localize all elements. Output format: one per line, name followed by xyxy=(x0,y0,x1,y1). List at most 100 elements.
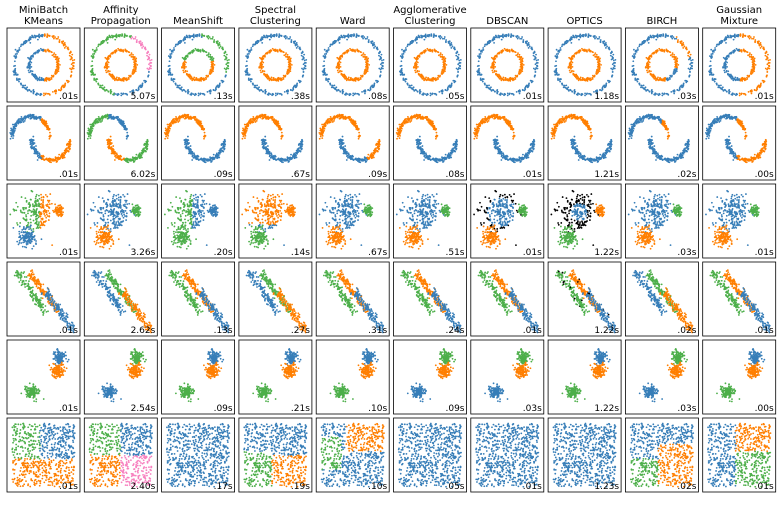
data-point xyxy=(304,64,306,67)
data-point xyxy=(246,57,249,59)
data-point xyxy=(597,60,600,63)
data-point xyxy=(254,84,257,87)
data-point xyxy=(30,117,33,120)
data-point xyxy=(740,50,743,52)
data-point xyxy=(338,38,341,41)
data-point xyxy=(42,48,45,51)
data-point xyxy=(404,49,407,52)
data-point xyxy=(126,34,128,37)
data-point xyxy=(711,74,713,76)
data-point xyxy=(275,35,278,37)
data-point xyxy=(631,73,634,76)
data-point xyxy=(31,115,34,118)
data-point xyxy=(97,43,100,46)
data-point xyxy=(404,80,407,83)
data-point xyxy=(425,76,427,79)
subplot-frame xyxy=(315,27,390,103)
data-point xyxy=(457,63,460,66)
data-point xyxy=(636,49,638,52)
data-point xyxy=(50,50,53,53)
column-title: BIRCH xyxy=(647,16,678,27)
data-point xyxy=(557,77,559,80)
data-point xyxy=(92,57,94,59)
data-point xyxy=(130,53,132,56)
data-point xyxy=(105,88,108,91)
data-point xyxy=(109,36,112,39)
data-point xyxy=(651,75,653,77)
data-point xyxy=(262,55,265,57)
data-point xyxy=(24,84,27,87)
data-point xyxy=(226,64,229,67)
data-point xyxy=(371,84,374,87)
data-point xyxy=(132,37,135,40)
data-point xyxy=(484,83,486,86)
data-point xyxy=(524,87,526,90)
data-point xyxy=(733,33,736,36)
data-point xyxy=(226,61,229,64)
data-point xyxy=(353,79,356,81)
data-point xyxy=(37,116,40,119)
data-point xyxy=(363,90,366,93)
data-point xyxy=(733,50,736,53)
data-point xyxy=(147,71,150,73)
subplot-frame xyxy=(161,27,236,103)
data-point xyxy=(597,37,600,40)
data-point xyxy=(449,86,452,88)
data-point xyxy=(359,78,362,80)
data-point xyxy=(28,88,31,91)
data-point xyxy=(721,40,723,43)
data-point xyxy=(493,57,496,60)
data-point xyxy=(579,33,582,36)
data-point xyxy=(40,77,43,79)
data-point xyxy=(12,126,15,129)
subplot-frame xyxy=(83,27,158,103)
data-point xyxy=(754,41,757,44)
data-point xyxy=(730,35,733,37)
data-point xyxy=(246,72,249,75)
data-point xyxy=(506,92,509,95)
data-point xyxy=(20,43,23,46)
data-point xyxy=(576,35,579,37)
data-point xyxy=(676,57,679,60)
data-point xyxy=(555,48,558,51)
data-point xyxy=(225,74,227,77)
data-point xyxy=(437,78,439,80)
data-point xyxy=(174,45,177,48)
data-point xyxy=(49,134,52,137)
data-point xyxy=(445,63,448,66)
data-point xyxy=(168,60,171,63)
data-point xyxy=(26,65,29,68)
data-point xyxy=(212,88,215,91)
data-point xyxy=(351,48,354,51)
data-point xyxy=(380,56,382,59)
data-point xyxy=(54,55,57,58)
data-point xyxy=(765,51,768,54)
data-point xyxy=(722,89,725,92)
data-point xyxy=(57,60,60,63)
data-point xyxy=(207,35,210,37)
data-point xyxy=(534,63,537,66)
data-point xyxy=(364,55,366,58)
data-point xyxy=(197,92,200,95)
data-point xyxy=(105,38,107,41)
data-point xyxy=(57,68,59,70)
data-point xyxy=(422,93,425,96)
data-point xyxy=(670,90,673,93)
data-point xyxy=(272,35,274,38)
data-point xyxy=(169,72,172,75)
data-point xyxy=(226,59,229,62)
data-point xyxy=(448,40,451,43)
data-point xyxy=(570,67,572,70)
data-point xyxy=(134,68,137,70)
data-point xyxy=(479,77,482,80)
timing-label: .13s xyxy=(214,92,233,102)
data-point xyxy=(372,86,375,88)
subplot-noisy_moons-1: 6.02s xyxy=(83,105,158,181)
data-point xyxy=(730,77,733,80)
data-point xyxy=(499,77,501,80)
data-point xyxy=(147,74,150,77)
data-point xyxy=(613,64,616,67)
data-point xyxy=(651,90,654,93)
data-point xyxy=(406,45,409,48)
data-point xyxy=(753,36,755,38)
